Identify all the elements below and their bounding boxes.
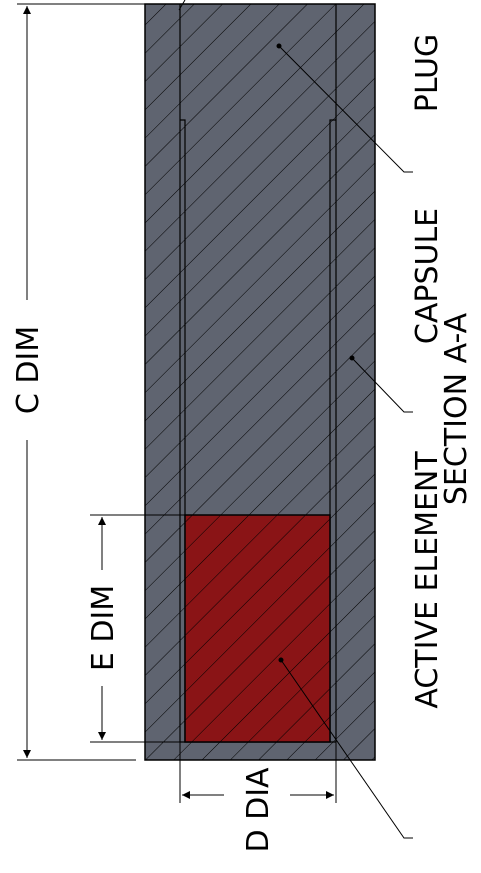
active-element — [184, 514, 331, 743]
d-dia-dimension — [179, 742, 337, 803]
capsule-body — [144, 3, 376, 761]
d-dia-label: D DIA — [241, 767, 276, 853]
active-element-label: ACTIVE ELEMENT — [410, 451, 445, 709]
c-dim-label: C DIM — [11, 326, 46, 414]
active-element-outline — [184, 514, 331, 743]
e-dim-label: E DIM — [86, 585, 121, 671]
section-label: SECTION A-A — [439, 312, 474, 505]
leader-lines — [178, 0, 413, 839]
plug-label: PLUG — [410, 34, 445, 113]
e-dim-dimension — [90, 514, 185, 743]
capsule-label: CAPSULE — [410, 208, 445, 344]
c-dim-dimension — [17, 3, 145, 761]
active-element-hatch — [185, 515, 330, 742]
